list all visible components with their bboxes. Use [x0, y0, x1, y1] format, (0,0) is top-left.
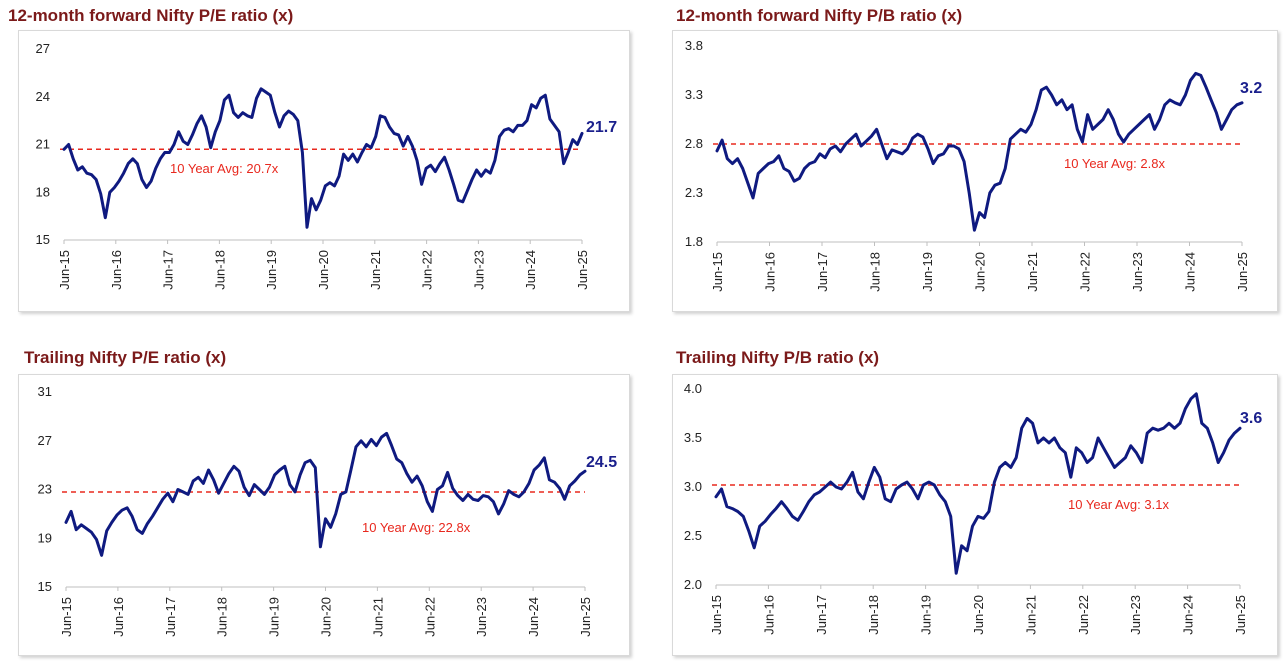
x-tick-label: Jun-21	[1025, 252, 1040, 292]
average-label: 10 Year Avg: 2.8x	[1064, 156, 1165, 171]
last-value-label: 3.2	[1240, 80, 1262, 97]
x-tick-label: Jun-24	[526, 597, 541, 637]
y-tick-label: 31	[38, 384, 52, 399]
x-tick-label: Jun-19	[267, 597, 282, 637]
x-tick-label: Jun-20	[316, 250, 331, 290]
series-line	[64, 431, 587, 557]
y-tick-label: 2.3	[685, 185, 703, 200]
x-tick-label: Jun-22	[1078, 252, 1093, 292]
y-tick-label: 18	[36, 184, 50, 199]
x-tick-label: Jun-25	[578, 597, 593, 637]
x-tick-label: Jun-18	[866, 595, 881, 635]
x-tick-label: Jun-16	[109, 250, 124, 290]
x-tick-label: Jun-20	[319, 597, 334, 637]
x-tick-label: Jun-21	[370, 597, 385, 637]
chart-title-trailing-pe: Trailing Nifty P/E ratio (x)	[24, 348, 227, 367]
y-tick-label: 2.8	[685, 136, 703, 151]
average-label: 10 Year Avg: 22.8x	[362, 520, 471, 535]
x-tick-label: Jun-22	[422, 597, 437, 637]
y-tick-label: 15	[38, 579, 52, 594]
series-line	[62, 87, 584, 229]
y-tick-label: 27	[38, 433, 52, 448]
x-tick-label: Jun-18	[215, 597, 230, 637]
average-label: 10 Year Avg: 3.1x	[1068, 497, 1169, 512]
x-tick-label: Jun-21	[368, 250, 383, 290]
x-tick-label: Jun-17	[163, 597, 178, 637]
x-tick-label: Jun-19	[920, 252, 935, 292]
x-tick-label: Jun-16	[763, 252, 778, 292]
series-line	[715, 71, 1244, 232]
x-tick-label: Jun-17	[161, 250, 176, 290]
x-tick-label: Jun-17	[815, 252, 830, 292]
x-tick-label: Jun-23	[474, 597, 489, 637]
x-tick-label: Jun-15	[709, 595, 724, 635]
chart-title-trailing-pb: Trailing Nifty P/B ratio (x)	[676, 348, 880, 367]
y-tick-label: 1.8	[685, 234, 703, 249]
x-tick-label: Jun-15	[59, 597, 74, 637]
chart-panel-forward-pb	[672, 30, 1278, 312]
last-value-label: 24.5	[586, 454, 617, 471]
x-tick-label: Jun-21	[1023, 595, 1038, 635]
y-tick-label: 3.3	[685, 87, 703, 102]
series-line	[714, 392, 1242, 575]
x-tick-label: Jun-22	[1076, 595, 1091, 635]
x-tick-label: Jun-22	[420, 250, 435, 290]
y-tick-label: 3.0	[684, 479, 702, 494]
x-tick-label: Jun-25	[1235, 252, 1250, 292]
y-tick-label: 2.0	[684, 577, 702, 592]
x-tick-label: Jun-20	[973, 252, 988, 292]
y-tick-label: 4.0	[684, 381, 702, 396]
y-tick-label: 19	[38, 530, 52, 545]
y-tick-label: 23	[38, 482, 52, 497]
x-tick-label: Jun-15	[57, 250, 72, 290]
x-tick-label: Jun-17	[814, 595, 829, 635]
y-tick-label: 2.5	[684, 528, 702, 543]
x-tick-label: Jun-23	[1128, 595, 1143, 635]
y-tick-label: 3.5	[684, 430, 702, 445]
y-tick-label: 24	[36, 89, 50, 104]
y-tick-label: 3.8	[685, 38, 703, 53]
x-tick-label: Jun-15	[710, 252, 725, 292]
x-tick-label: Jun-23	[1130, 252, 1145, 292]
y-tick-label: 21	[36, 137, 50, 152]
average-label: 10 Year Avg: 20.7x	[170, 161, 279, 176]
last-value-label: 21.7	[586, 119, 617, 136]
chart-title-forward-pe: 12-month forward Nifty P/E ratio (x)	[8, 6, 294, 25]
x-tick-label: Jun-19	[919, 595, 934, 635]
x-tick-label: Jun-24	[1183, 252, 1198, 292]
x-tick-label: Jun-20	[971, 595, 986, 635]
x-tick-label: Jun-18	[868, 252, 883, 292]
x-tick-label: Jun-24	[1181, 595, 1196, 635]
chart-panel-forward-pe	[18, 30, 630, 312]
x-tick-label: Jun-25	[1233, 595, 1248, 635]
x-tick-label: Jun-25	[575, 250, 590, 290]
last-value-label: 3.6	[1240, 410, 1262, 427]
y-tick-label: 15	[36, 232, 50, 247]
x-tick-label: Jun-19	[264, 250, 279, 290]
x-tick-label: Jun-18	[212, 250, 227, 290]
chart-panel-trailing-pe	[18, 374, 630, 656]
x-tick-label: Jun-16	[761, 595, 776, 635]
x-tick-label: Jun-24	[523, 250, 538, 290]
chart-title-forward-pb: 12-month forward Nifty P/B ratio (x)	[676, 6, 963, 25]
y-tick-label: 27	[36, 41, 50, 56]
x-tick-label: Jun-16	[111, 597, 126, 637]
chart-panel-trailing-pb	[672, 374, 1278, 656]
x-tick-label: Jun-23	[471, 250, 486, 290]
